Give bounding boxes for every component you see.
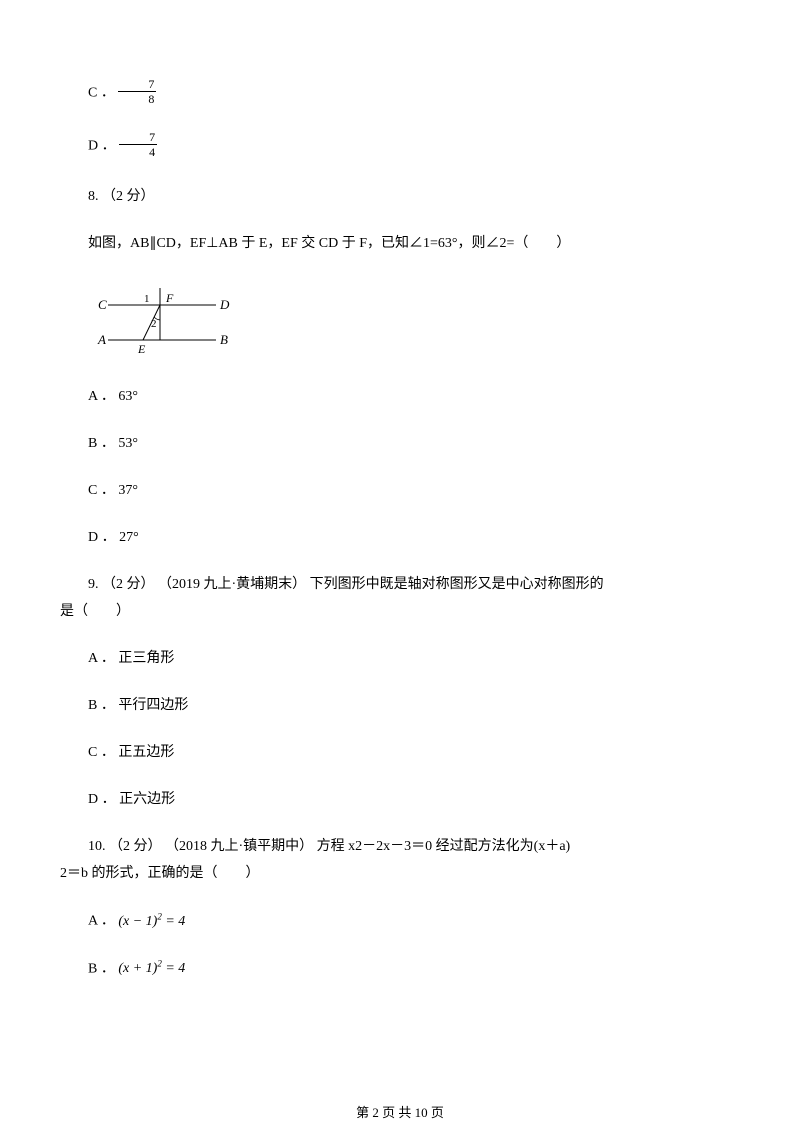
label-E: E bbox=[137, 342, 146, 356]
q8-option-c: C ． 37° bbox=[60, 480, 740, 501]
q7-option-d: D ． 7 4 bbox=[60, 133, 740, 160]
q8-header: 8. （2 分） bbox=[60, 186, 740, 207]
fraction-den: 4 bbox=[119, 145, 157, 158]
page: C ． 7 8 D ． 7 4 8. （2 分） 如图，AB∥CD，EF⊥AB … bbox=[0, 0, 800, 1132]
q7-optC-letter: C ． bbox=[88, 86, 115, 101]
q10-option-b: B ． (x + 1)2 = 4 bbox=[60, 958, 740, 980]
q9-line2: 是（ ） bbox=[60, 601, 740, 622]
label-C: C bbox=[98, 297, 107, 312]
q8-option-b: B ． 53° bbox=[60, 433, 740, 454]
q9-option-c: C ． 正五边形 bbox=[60, 742, 740, 763]
page-footer: 第 2 页 共 10 页 bbox=[0, 1103, 800, 1123]
q9-line1: 9. （2 分） （2019 九上·黄埔期末） 下列图形中既是轴对称图形又是中心… bbox=[60, 574, 740, 595]
fraction-den: 8 bbox=[118, 92, 156, 105]
label-D: D bbox=[219, 297, 230, 312]
q8-diagram-wrap: C D A B F E 1 2 bbox=[60, 280, 740, 360]
label-A: A bbox=[97, 332, 106, 347]
fraction-7-4: 7 4 bbox=[119, 131, 157, 158]
q8-option-d: D ． 27° bbox=[60, 527, 740, 548]
q7-option-c: C ． 7 8 bbox=[60, 80, 740, 107]
q10-optA-eq: (x − 1)2 = 4 bbox=[118, 914, 185, 929]
label-angle2: 2 bbox=[151, 318, 157, 330]
label-F: F bbox=[165, 291, 174, 305]
q8-stem: 如图，AB∥CD，EF⊥AB 于 E，EF 交 CD 于 F，已知∠1=63°，… bbox=[60, 233, 740, 254]
q9-option-b: B ． 平行四边形 bbox=[60, 695, 740, 716]
q7-optD-letter: D ． bbox=[88, 139, 116, 154]
label-angle1: 1 bbox=[144, 293, 150, 305]
q10-optA-letter: A ． bbox=[88, 914, 115, 929]
q9-option-d: D ． 正六边形 bbox=[60, 789, 740, 810]
q10-option-a: A ． (x − 1)2 = 4 bbox=[60, 910, 740, 932]
q8-option-a: A ． 63° bbox=[60, 386, 740, 407]
q10-line2: 2＝b 的形式，正确的是（ ） bbox=[60, 863, 740, 884]
fraction-num: 7 bbox=[119, 131, 157, 145]
q10-line1: 10. （2 分） （2018 九上·镇平期中） 方程 x2－2x－3＝0 经过… bbox=[60, 836, 740, 857]
q10-optB-eq: (x + 1)2 = 4 bbox=[118, 961, 185, 976]
label-B: B bbox=[220, 332, 228, 347]
q10-optB-letter: B ． bbox=[88, 961, 115, 976]
q8-diagram: C D A B F E 1 2 bbox=[88, 280, 248, 360]
fraction-num: 7 bbox=[118, 78, 156, 92]
q9-option-a: A ． 正三角形 bbox=[60, 648, 740, 669]
fraction-7-8: 7 8 bbox=[118, 78, 156, 105]
